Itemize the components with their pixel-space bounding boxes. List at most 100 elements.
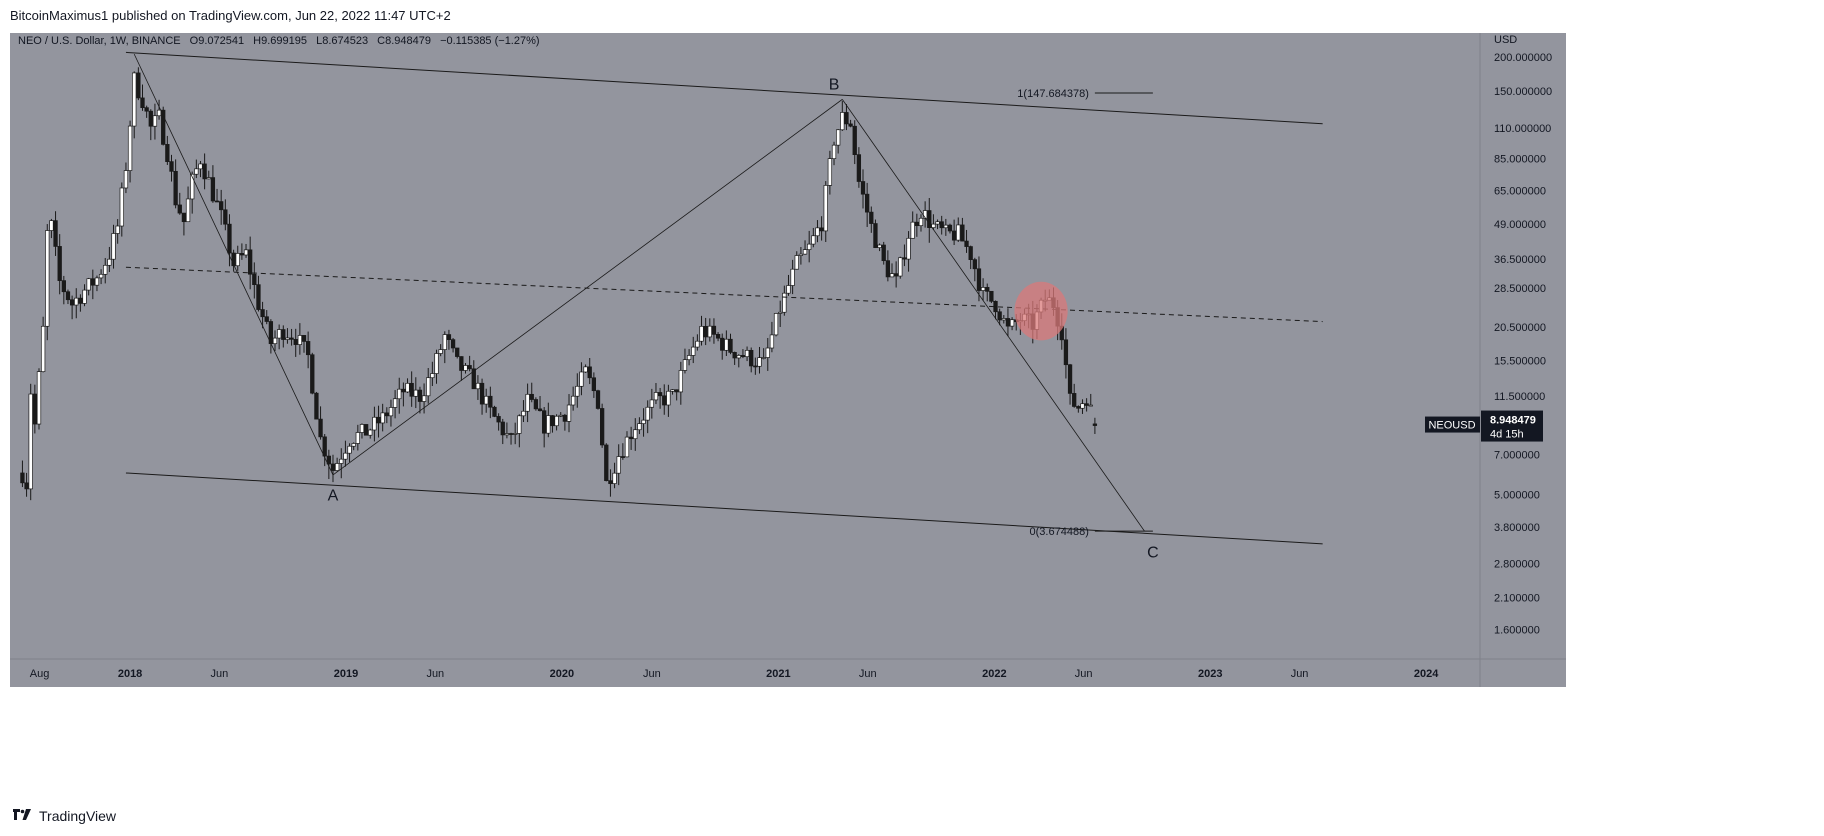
candle-body bbox=[902, 257, 907, 260]
candle-body bbox=[289, 337, 294, 340]
candle-body bbox=[500, 421, 505, 436]
candle-body bbox=[40, 325, 46, 373]
wave-a-line[interactable] bbox=[133, 53, 334, 476]
candle-body bbox=[715, 334, 721, 339]
candle-body bbox=[388, 407, 394, 417]
candle-body bbox=[368, 429, 373, 436]
candle-body bbox=[732, 352, 737, 359]
candle-body bbox=[765, 347, 770, 358]
candle-body bbox=[513, 433, 518, 435]
fib-level-label: 0(3.674488) bbox=[1030, 526, 1089, 538]
candle-body bbox=[20, 472, 25, 484]
candle-body bbox=[550, 415, 555, 427]
wave-b-line[interactable] bbox=[332, 99, 843, 476]
candle-body bbox=[355, 432, 360, 444]
time-axis[interactable] bbox=[10, 659, 1566, 687]
candle-body bbox=[330, 463, 336, 471]
candle-body bbox=[844, 112, 849, 125]
wave-c-line[interactable] bbox=[841, 99, 1145, 532]
candle-body bbox=[74, 297, 79, 306]
chart-panel[interactable]: 1(147.684378) 0(3.674488) A B C 200.000000 15… bbox=[10, 33, 1824, 801]
time-tick-label: 2021 bbox=[766, 668, 790, 680]
candle-body bbox=[633, 429, 638, 440]
footer-brand[interactable]: TradingView bbox=[11, 808, 116, 824]
candle-series bbox=[20, 67, 1098, 501]
candle-body bbox=[98, 273, 104, 279]
time-tick-label: 2020 bbox=[550, 668, 574, 680]
candle-body bbox=[653, 392, 659, 401]
legend-open-value: 9.072541 bbox=[198, 35, 244, 47]
candle-body bbox=[508, 433, 514, 435]
candle-body bbox=[347, 445, 352, 454]
candle-body bbox=[865, 193, 870, 213]
candle-body bbox=[898, 257, 903, 277]
candle-body bbox=[558, 414, 563, 417]
channel-top-line[interactable] bbox=[125, 51, 1323, 125]
highlight-ellipse[interactable] bbox=[1014, 281, 1068, 341]
candle-body bbox=[761, 357, 766, 359]
candle-body bbox=[322, 436, 327, 457]
candle-body bbox=[430, 373, 435, 379]
candle-body bbox=[314, 392, 319, 420]
channel-bottom-line[interactable] bbox=[125, 472, 1323, 545]
price-axis[interactable] bbox=[1480, 33, 1566, 659]
candle-body bbox=[604, 444, 609, 482]
candle-body bbox=[790, 268, 795, 286]
candle-body bbox=[1009, 319, 1015, 327]
candle-body bbox=[363, 424, 369, 436]
candle-body bbox=[161, 109, 166, 145]
price-tick-label: 15.500000 bbox=[1494, 355, 1546, 367]
candle-body bbox=[351, 443, 356, 447]
candle-body bbox=[616, 456, 621, 474]
candle-body bbox=[24, 482, 29, 490]
candle-body bbox=[252, 273, 257, 286]
candle-body bbox=[140, 97, 145, 109]
candle-body bbox=[628, 436, 634, 440]
price-tag-bg bbox=[1481, 410, 1543, 442]
time-tick-label: Jun bbox=[1075, 668, 1093, 680]
candle-body bbox=[877, 244, 882, 248]
price-tag-price: 8.948479 bbox=[1490, 415, 1536, 427]
candle-body bbox=[757, 357, 762, 367]
price-tick-label: 5.000000 bbox=[1494, 490, 1540, 502]
candle-body bbox=[840, 112, 845, 131]
candle-body bbox=[927, 210, 932, 228]
candle-body bbox=[177, 204, 182, 214]
candle-body bbox=[372, 416, 377, 431]
candle-body bbox=[893, 273, 899, 277]
candle-body bbox=[132, 72, 137, 127]
price-chart[interactable]: 1(147.684378) 0(3.674488) A B C 200.000000 15… bbox=[10, 33, 1824, 801]
time-axis-labels: Aug 2018 Jun 2019 Jun 2020 Jun 2021 Jun 2022 Jun 20… bbox=[30, 668, 1439, 680]
candle-body bbox=[359, 424, 365, 433]
channel-middle-line[interactable] bbox=[125, 266, 1323, 323]
candle-body bbox=[235, 253, 240, 267]
candle-body bbox=[773, 313, 779, 336]
candle-body bbox=[69, 299, 75, 306]
candle-body bbox=[657, 392, 663, 397]
candle-body bbox=[227, 223, 232, 254]
candle-body bbox=[438, 349, 443, 354]
candle-body bbox=[711, 325, 717, 335]
candle-body bbox=[479, 382, 485, 405]
candle-body bbox=[61, 280, 66, 293]
candle-body bbox=[326, 455, 331, 465]
candle-body bbox=[231, 252, 236, 267]
candle-body bbox=[951, 230, 957, 241]
candle-body bbox=[53, 220, 58, 247]
candle-body bbox=[45, 230, 50, 327]
plot-background[interactable] bbox=[10, 33, 1480, 659]
candle-body bbox=[144, 107, 149, 112]
candle-body bbox=[720, 337, 725, 351]
candle-body bbox=[32, 393, 37, 425]
candle-body bbox=[753, 365, 758, 368]
candle-body bbox=[426, 377, 431, 397]
candle-body bbox=[529, 393, 534, 400]
candle-body bbox=[906, 237, 911, 260]
candle-body bbox=[749, 349, 754, 367]
candle-body bbox=[575, 385, 580, 397]
candle-body bbox=[243, 249, 249, 256]
candle-body bbox=[434, 353, 439, 374]
candle-body bbox=[397, 388, 402, 400]
candle-body bbox=[910, 221, 915, 239]
candle-body bbox=[985, 287, 990, 292]
